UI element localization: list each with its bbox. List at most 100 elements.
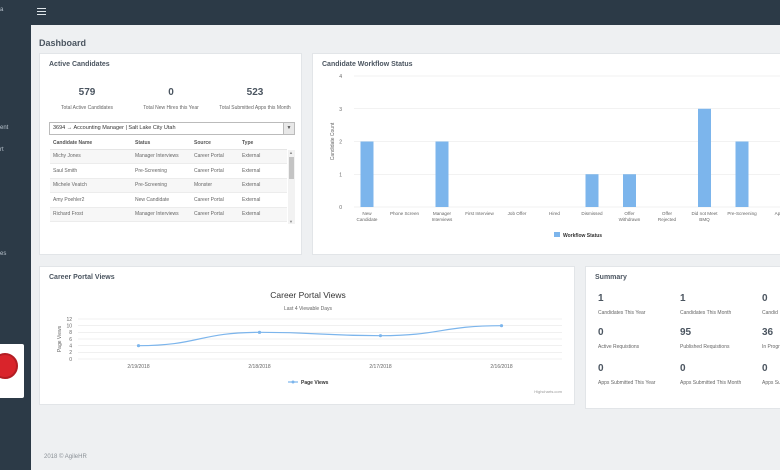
summary-label: Apps Submitted This Year [598,380,656,386]
sidebar-item-fragment[interactable]: rt [0,147,4,153]
summary-value: 0 [598,327,604,338]
summary-label: Candid [762,310,778,316]
y-tick-label: 3 [339,107,342,113]
summary-label: Candidates This Month [680,310,732,316]
table-row[interactable]: Saul Smith Pre-Screening Career Portal E… [50,163,287,179]
candidate-source: Career Portal [191,163,239,179]
candidate-type: External [239,207,287,222]
sidebar-item-fragment[interactable]: es [0,251,7,257]
page-title: Dashboard [39,38,87,48]
chart-credit: Highcharts.com [534,389,562,394]
sidebar-glyph[interactable]: a [0,7,4,13]
x-tick-label: 2/18/2018 [248,364,270,370]
legend-marker [291,380,295,384]
scroll-down-icon[interactable]: ▼ [289,219,293,224]
candidate-name[interactable]: Amy Poehler2 [50,192,132,208]
stat-value: 0 [168,87,174,98]
table-row[interactable]: Michy Jones Manager Interviews Career Po… [50,149,287,164]
summary-panel: Summary 1 Candidates This Year 1 Candidates… [585,266,780,409]
summary-label: Apps Submitted This Month [680,380,742,386]
y-tick-label: 0 [69,357,72,363]
requisition-select[interactable]: 3694 → Accounting Manager | Salt Lake Ci… [49,122,295,135]
scrollbar-thumb[interactable] [289,157,294,179]
x-tick-label: First Interview [465,211,494,216]
x-tick-label: Appr [775,211,780,216]
chart-subtitle: Last 4 Viewable Days [284,306,332,312]
stat-value: 523 [246,87,264,98]
hamburger-menu-icon[interactable] [37,8,46,15]
summary-value: 0 [762,293,768,304]
x-tick-label: Dismissed [581,211,603,216]
stat-total-active: 579 Total Active Candidates [47,87,127,111]
active-candidates-panel: Active Candidates 579 Total Active Candi… [39,53,302,255]
scroll-up-icon[interactable]: ▲ [289,150,293,155]
candidate-name[interactable]: Saul Smith [50,163,132,179]
y-axis-label: Page Views [57,325,63,352]
footer-copyright: 2018 © AgileHR [44,454,87,460]
summary-label: Published Requistions [680,344,730,350]
summary-item: 0 Apps Submitted This Year [598,363,678,386]
y-tick-label: 2 [339,140,342,146]
requisition-select-value: 3694 → Accounting Manager | Salt Lake Ci… [53,125,176,131]
bar [360,141,374,207]
x-tick-label: Manager [433,211,452,216]
candidate-name[interactable]: Michy Jones [50,149,132,164]
candidate-name[interactable]: Richard Frost [50,207,132,222]
candidate-status: Manager Interviews [132,207,191,222]
x-tick-label: Candidate [357,217,378,222]
summary-item: 0 Candid [762,293,780,316]
stat-new-hires: 0 Total New Hires this Year [131,87,211,111]
bar [698,108,711,207]
table-row[interactable]: Richard Frost Manager Interviews Career … [50,207,287,222]
sidebar: a ent rt es [0,0,31,470]
top-navbar [31,0,780,25]
stat-submitted-apps: 523 Total Submitted Apps this Month [215,87,295,111]
y-tick-label: 8 [69,330,72,336]
x-tick-label: Job Offer [508,211,527,216]
x-tick-label: Offer [624,211,635,216]
summary-item: 1 Candidates This Month [680,293,760,316]
x-tick-label: Did not Meet [691,211,718,216]
summary-label: Apps Sub [762,380,780,386]
panel-title: Candidate Workflow Status [322,61,413,68]
table-scrollbar[interactable]: ▲ ▼ [288,150,295,224]
stat-value: 579 [78,87,96,98]
column-header-status[interactable]: Status [132,138,191,150]
x-tick-label: Pre-Screening [727,211,757,216]
chevron-down-icon[interactable]: ▼ [283,123,294,134]
candidate-name[interactable]: Michele Veatch [50,178,132,193]
bar [735,141,749,207]
summary-value: 0 [680,363,686,374]
x-tick-label: Hired [549,211,560,216]
summary-item: 36 In Progr [762,327,780,350]
legend-label: Page Views [301,380,329,386]
summary-value: 95 [680,327,692,338]
x-tick-label: 2/17/2018 [369,364,391,370]
candidate-status: Manager Interviews [132,149,191,164]
legend-label: Workflow Status [563,233,602,239]
candidate-type: External [239,149,287,164]
y-tick-label: 4 [69,343,72,349]
candidate-source: Career Portal [191,207,239,222]
x-tick-label: Phone Screen [390,211,420,216]
panel-title: Career Portal Views [49,274,115,281]
summary-item: 1 Candidates This Year [598,293,678,316]
y-axis-label: Candidate Count [330,122,336,160]
summary-label: Candidates This Year [598,310,646,316]
y-tick-label: 2 [69,350,72,356]
y-tick-label: 12 [66,317,72,323]
column-header-name[interactable]: Candidate Name [50,138,132,150]
column-header-source[interactable]: Source [191,138,239,150]
table-row[interactable]: Amy Poehler2 New Candidate Career Portal… [50,192,287,208]
x-tick-label: Offer [662,211,673,216]
column-header-type[interactable]: Type [239,138,287,150]
data-point [499,324,504,328]
brand-logo-icon [0,353,18,379]
table-row[interactable]: Michele Veatch Pre-Screening Monster Ext… [50,178,287,193]
candidate-source: Monster [191,178,239,193]
summary-value: 0 [762,363,768,374]
sidebar-item-fragment[interactable]: ent [0,125,9,131]
x-tick-label: 2/19/2018 [127,364,149,370]
data-point [378,334,383,338]
